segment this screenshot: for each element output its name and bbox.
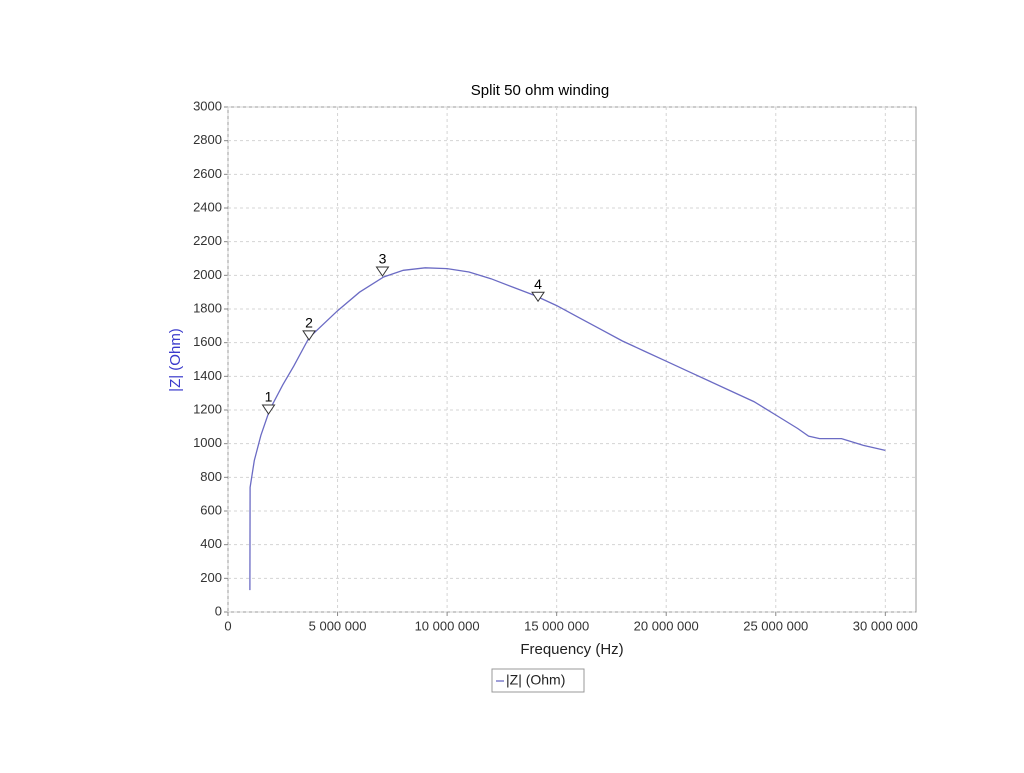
y-tick-label: 1000 <box>193 435 222 450</box>
y-tick-label: 1800 <box>193 300 222 315</box>
marker-triangle <box>302 330 317 341</box>
y-tick-label: 2600 <box>193 166 222 181</box>
x-tick-label: 0 <box>224 618 231 633</box>
x-tick-label: 25 000 000 <box>743 618 808 633</box>
y-tick-label: 1600 <box>193 334 222 349</box>
legend-box <box>491 668 585 693</box>
y-tick-label: 2400 <box>193 199 222 214</box>
y-tick-label: 800 <box>200 469 222 484</box>
y-tick-label: 2200 <box>193 233 222 248</box>
x-tick-label: 30 000 000 <box>853 618 918 633</box>
y-axis-title: |Z| (Ohm) <box>167 328 184 392</box>
y-tick-label: 3000 <box>193 98 222 113</box>
x-tick-label: 5 000 000 <box>309 618 367 633</box>
x-tick-label: 20 000 000 <box>634 618 699 633</box>
plot-frame <box>227 106 917 613</box>
marker-triangle <box>375 266 390 277</box>
marker-triangle <box>531 291 545 303</box>
marker-label: 2 <box>305 315 313 331</box>
marker-label: 3 <box>379 251 387 267</box>
data-line <box>249 267 886 591</box>
legend-label: |Z| (Ohm) <box>506 672 565 688</box>
y-tick-label: 2000 <box>193 267 222 282</box>
marker-triangle <box>261 404 276 415</box>
y-tick-label: 0 <box>215 603 222 618</box>
chart-title: Split 50 ohm winding <box>471 82 609 99</box>
y-tick-label: 1400 <box>193 368 222 383</box>
y-tick-label: 200 <box>200 570 222 585</box>
y-tick-label: 2800 <box>193 132 222 147</box>
y-tick-label: 600 <box>200 502 222 517</box>
x-axis-title: Frequency (Hz) <box>520 641 623 658</box>
marker-label: 4 <box>534 276 542 292</box>
x-tick-label: 15 000 000 <box>524 618 589 633</box>
marker-label: 1 <box>265 389 273 405</box>
y-tick-label: 1200 <box>193 401 222 416</box>
y-tick-label: 400 <box>200 536 222 551</box>
x-tick-label: 10 000 000 <box>415 618 480 633</box>
